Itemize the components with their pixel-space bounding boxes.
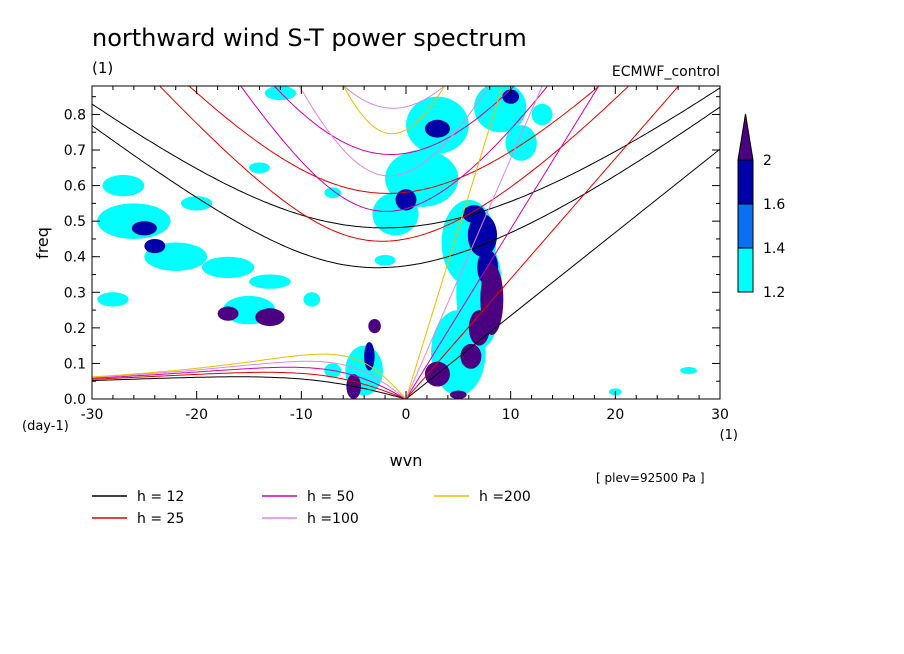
dispersion-curve-h25-ig-n1 [158,86,630,242]
dispersion-curve-h200-ig-n1 [343,86,446,135]
dispersion-curve-h50-ig-n1 [240,86,549,212]
colorbar-label: 1.6 [763,197,785,213]
y-tick-label: 0.7 [64,143,86,159]
contour-blob-7 [97,203,171,239]
x-tick-label: 0 [402,407,411,423]
x-tick-label: -10 [290,407,313,423]
contour-blob-26 [467,214,498,257]
contour-blob-37 [460,343,482,369]
colorbar-label: 1.4 [763,241,785,257]
dispersion-curve-h200-kelvin [405,86,503,399]
x-tick-label: 10 [502,407,520,423]
contour-blob-21 [324,187,342,199]
legend-label-h12: h = 12 [137,489,184,505]
y-tick-label: 0.0 [64,392,86,408]
contour-blob-9 [201,256,255,279]
colorbar-top-arrow [737,113,754,161]
contour-blob-43 [255,308,285,327]
contour-blob-13 [248,274,291,289]
x-axis-label: wvn [390,451,423,470]
colorbar-segment-2 [737,159,754,205]
legend-label-h50: h = 50 [307,489,354,505]
contour-blob-12 [97,292,129,307]
colorbar: 1.2 1.4 1.6 2 [737,113,785,301]
y-tick-label: 0.8 [64,107,86,123]
legend-label-h100: h =100 [307,511,359,527]
x-unit-label: (1) [720,428,738,443]
contour-blob-29 [395,189,417,211]
dispersion-legend: h = 12 h = 25 h = 50 h =100 h =200 [92,489,531,527]
dispersion-curve-h25-rossby [92,371,407,399]
plev-note: [ plev=92500 Pa ] [596,471,705,485]
x-axis: -30 -20 -10 0 10 20 30 [81,86,729,423]
contour-fills [97,86,697,399]
dispersion-curve-h12-ig-n2 [92,87,720,229]
contour-blob-42 [217,306,239,321]
y-axis-label: freq [33,227,52,259]
contour-blob-22 [680,366,697,375]
dispersion-curve-h25-kelvin [405,86,680,399]
y-axis: 0.0 0.1 0.2 0.3 0.4 0.5 0.6 0.7 0.8 [64,96,720,408]
y-tick-label: 0.1 [64,356,86,372]
legend-label-h25: h = 25 [137,511,184,527]
dispersion-curves [92,86,720,399]
colorbar-label: 2 [763,153,772,169]
dispersion-curve-h100-ig-n1 [298,86,490,177]
y-tick-label: 0.3 [64,285,86,301]
dispersion-curve-h12-rossby [92,376,407,399]
dispersion-curve-h100-rossby [92,360,407,399]
contour-blob-41 [368,318,381,334]
contour-blob-32 [131,221,157,236]
contour-blob-30 [424,119,450,138]
y-tick-label: 0.6 [64,179,86,195]
x-tick-label: 20 [606,407,624,423]
contour-blob-5 [474,86,527,133]
x-tick-label: -30 [81,407,104,423]
contour-blob-34 [364,342,375,371]
dispersion-curve-h100-ig-n2 [343,86,446,109]
dispersion-curve-h200-rossby [92,353,407,399]
y-unit-label: (day-1) [22,419,69,434]
contour-blob-25 [303,292,321,307]
contour-blob-10 [102,174,145,197]
dispersion-curve-h12-kelvin [405,148,720,399]
colorbar-segment-0 [737,247,754,293]
dispersion-curve-h50-ig-n2 [273,86,515,155]
y-tick-label: 0.4 [64,250,86,266]
contour-blob-33 [144,238,166,254]
x-tick-label: -20 [185,407,208,423]
colorbar-segment-1 [737,203,754,249]
dispersion-curve-h100-kelvin [405,86,543,399]
y-tick-label: 0.2 [64,321,86,337]
dispersion-curve-h12-ig-n1 [92,106,720,269]
colorbar-label: 1.2 [763,285,785,301]
chart-subtitle-right: ECMWF_control [612,64,720,80]
contour-blob-16 [180,196,213,211]
chart-subtitle-left: (1) [92,59,113,77]
plot-frame [91,85,721,400]
dispersion-curve-h50-rossby [92,366,407,399]
legend-label-h200: h =200 [479,489,531,505]
dispersion-curve-h50-kelvin [405,86,600,399]
contour-blob-39 [449,390,467,399]
chart-title: northward wind S-T power spectrum [92,24,527,52]
contour-blob-19 [531,103,553,126]
x-tick-label: 30 [711,407,729,423]
contour-blob-15 [249,162,270,174]
contour-blob-17 [374,254,396,266]
y-tick-label: 0.5 [64,214,86,230]
